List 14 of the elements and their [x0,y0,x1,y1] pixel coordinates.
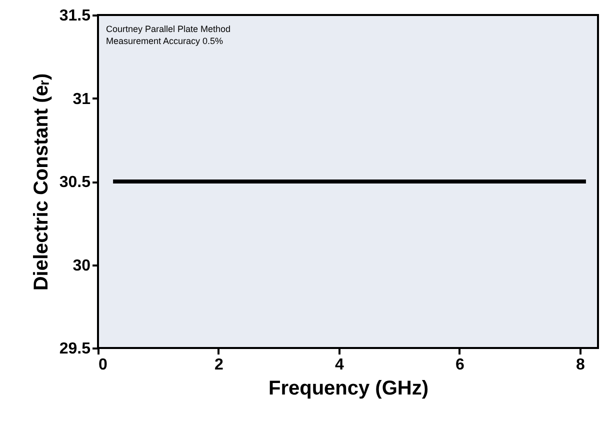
y-tick-label: 30.5 [59,174,91,191]
x-tick-label: 2 [214,356,224,374]
x-tick-label: 0 [98,356,108,374]
x-tick-label: 8 [576,356,585,374]
x-tick-label: 4 [335,356,344,374]
y-tick-label: 29.5 [59,340,91,358]
x-tick-label: 6 [455,356,464,374]
y-tick-label: 31 [72,90,91,108]
annotation: Measurement Accuracy 0.5% [106,36,224,46]
y-tick-label: 30 [72,257,91,274]
y-tick-label: 31.5 [59,8,91,24]
annotation: Courtney Parallel Plate Method [106,24,231,34]
y-axis-title: Dielectric Constant (eᵣ) [30,73,52,291]
x-axis-title: Frequency (GHz) [268,378,429,400]
